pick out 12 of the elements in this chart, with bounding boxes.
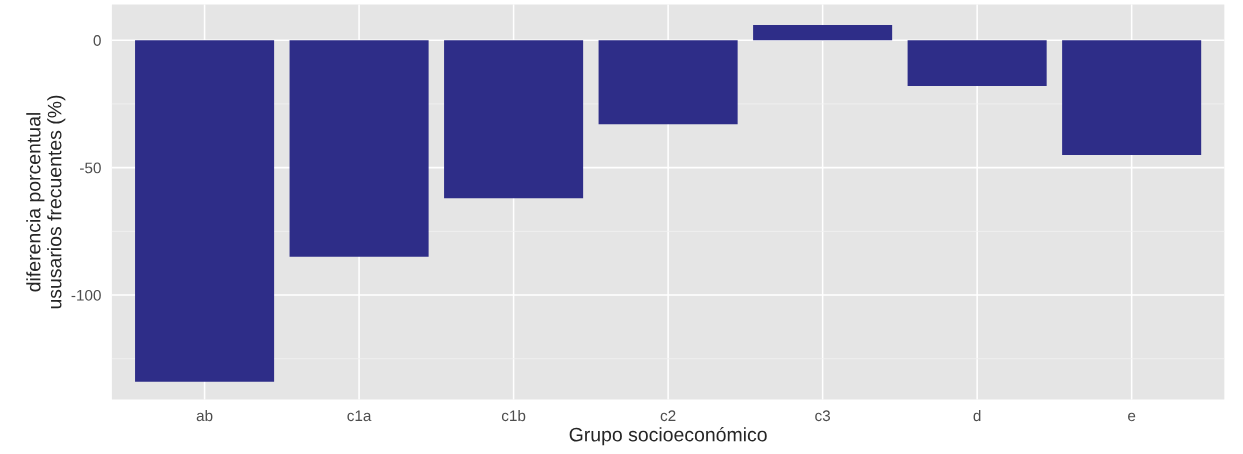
x-tick-label: ab xyxy=(196,409,213,422)
x-tick-label: c1b xyxy=(501,409,526,422)
x-tick-label: d xyxy=(973,409,981,422)
y-tick-label: 0 xyxy=(93,35,101,46)
x-axis-title: Grupo socioeconómico xyxy=(569,426,767,446)
x-tick-label: e xyxy=(1128,412,1136,422)
x-tick-label: c3 xyxy=(815,410,831,422)
y-tick-label: -100 xyxy=(71,289,101,301)
y-axis-title: diferencia porcentual ususarios frecuentes (%) xyxy=(26,95,66,309)
x-tick-label: c1a xyxy=(347,410,372,422)
y-tick-label: -50 xyxy=(80,162,101,174)
x-tick-label: c2 xyxy=(660,410,676,422)
